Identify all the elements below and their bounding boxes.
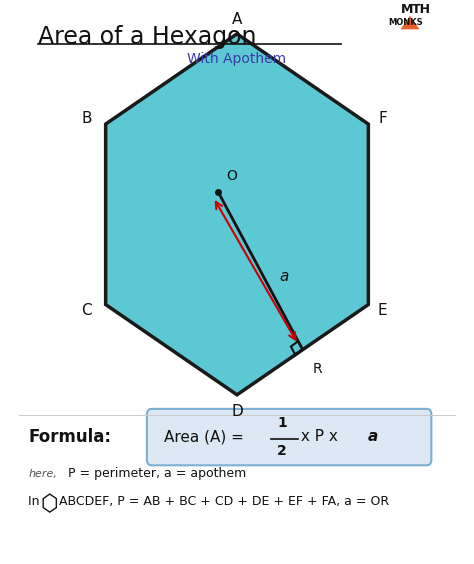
Text: Formula:: Formula: — [28, 428, 111, 446]
Text: A: A — [232, 12, 242, 27]
Text: F: F — [378, 111, 387, 126]
Text: a: a — [367, 429, 378, 444]
Text: TH: TH — [412, 3, 431, 16]
Text: P = perimeter, a = apothem: P = perimeter, a = apothem — [64, 467, 246, 481]
Text: O: O — [227, 169, 237, 183]
Text: x P x: x P x — [296, 429, 343, 444]
Text: With Apothem: With Apothem — [187, 52, 287, 66]
Polygon shape — [401, 16, 419, 29]
Text: Area (A) =: Area (A) = — [164, 429, 248, 444]
Text: D: D — [231, 404, 243, 419]
Polygon shape — [106, 34, 368, 395]
Text: 2: 2 — [277, 444, 287, 458]
Text: M: M — [401, 3, 413, 16]
Text: 1: 1 — [277, 416, 287, 430]
Text: Area of a Hexagon: Area of a Hexagon — [38, 25, 256, 50]
Text: C: C — [82, 303, 92, 318]
Text: ABCDEF, P = AB + BC + CD + DE + EF + FA, a = OR: ABCDEF, P = AB + BC + CD + DE + EF + FA,… — [59, 495, 389, 509]
Text: a: a — [279, 269, 289, 284]
FancyBboxPatch shape — [147, 409, 431, 465]
Text: R: R — [312, 362, 322, 376]
Text: E: E — [378, 303, 387, 318]
Text: MONKS: MONKS — [388, 18, 423, 27]
Text: In: In — [28, 495, 44, 509]
Text: here,: here, — [28, 469, 57, 479]
Text: B: B — [82, 111, 92, 126]
